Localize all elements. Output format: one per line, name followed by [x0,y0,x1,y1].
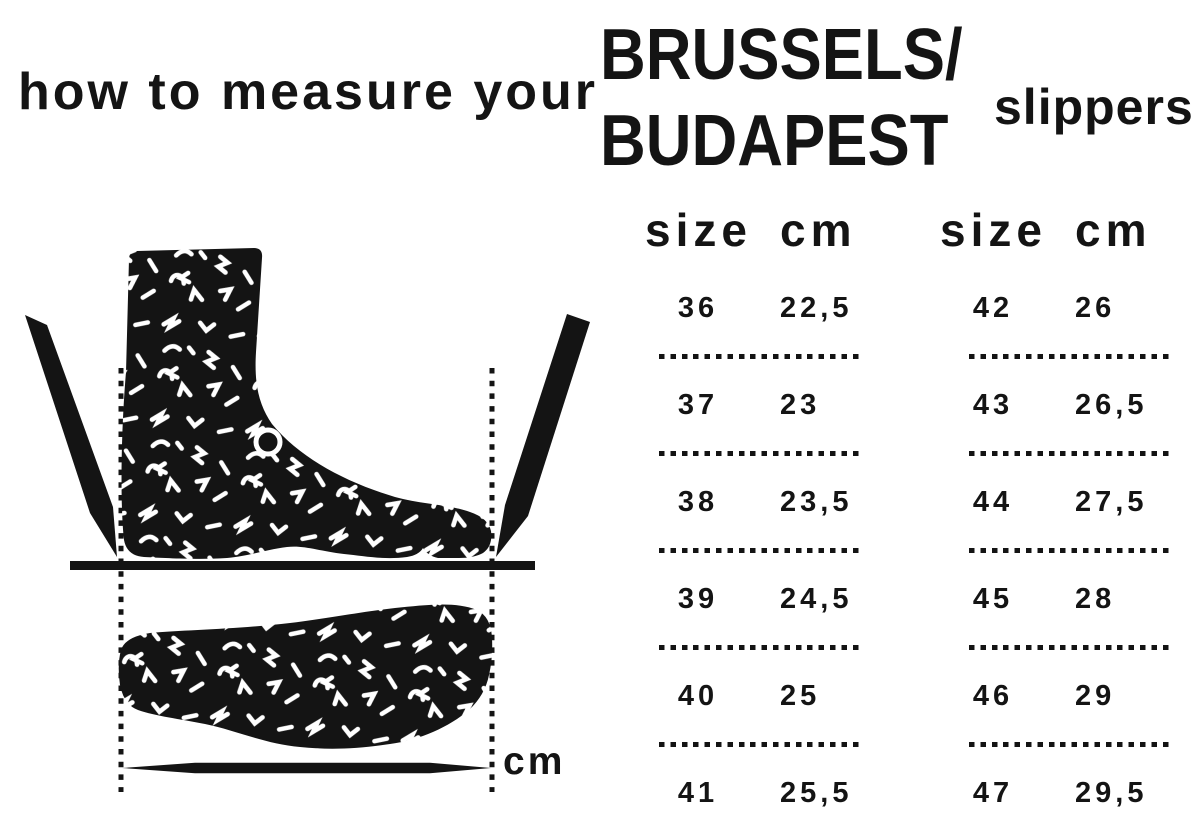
foot-measurement-illustration [25,248,590,792]
size-value: 43 [972,389,1014,421]
table-row: 39 24,5 [645,551,875,650]
cm-value: 23 [780,389,821,421]
size-table-42-47: size cm 42 26 43 26,5 44 27,5 45 28 46 2… [940,200,1170,825]
row-separator [659,548,859,553]
size-value: 38 [677,486,719,518]
size-value: 36 [677,292,719,324]
table-row: 42 26 [940,260,1170,359]
cm-value: 26,5 [1075,389,1148,421]
foot-pattern-circle [253,427,283,457]
table-row: 40 25 [645,648,875,747]
row-separator [659,645,859,650]
product-type-label: slippers [994,79,1194,135]
length-arrow [122,762,491,774]
cm-value: 22,5 [780,292,853,324]
product-title-line2: BUDAPEST [600,101,949,181]
row-separator [969,354,1169,359]
table-row: 38 23,5 [645,454,875,553]
size-column-header: size [645,204,752,256]
cm-value: 29 [1075,680,1116,712]
foot-sole-view [118,604,493,749]
cm-column-header: cm [780,204,857,256]
row-separator [659,451,859,456]
row-separator [969,742,1169,747]
table-row: 41 25,5 [645,745,875,825]
heading-measure: how to measure your [18,63,598,121]
row-separator [969,548,1169,553]
table-row: 43 26,5 [940,357,1170,456]
foot-side-view [121,248,492,559]
row-separator [969,645,1169,650]
row-separator [659,354,859,359]
size-value: 40 [677,680,719,712]
size-value: 42 [972,292,1014,324]
pencil-right [496,314,590,557]
size-value: 44 [972,486,1014,518]
size-value: 41 [677,777,719,809]
cm-value: 28 [1075,583,1116,615]
size-value: 39 [677,583,719,615]
table-row: 45 28 [940,551,1170,650]
cm-value: 26 [1075,292,1116,324]
table-row: 36 22,5 [645,260,875,359]
cm-value: 25,5 [780,777,853,809]
cm-unit-label: cm [503,740,566,783]
table-header: size cm [940,200,1170,260]
cm-value: 27,5 [1075,486,1148,518]
size-value: 37 [677,389,719,421]
size-column-header: size [940,204,1047,256]
table-row: 44 27,5 [940,454,1170,553]
cm-value: 23,5 [780,486,853,518]
table-row: 37 23 [645,357,875,456]
size-value: 46 [972,680,1014,712]
pencil-left [25,315,117,557]
cm-value: 25 [780,680,821,712]
table-header: size cm [645,200,875,260]
row-separator [969,451,1169,456]
size-table-36-41: size cm 36 22,5 37 23 38 23,5 39 24,5 40… [645,200,875,825]
table-row: 47 29,5 [940,745,1170,825]
floor-line [70,561,535,570]
cm-value: 29,5 [1075,777,1148,809]
size-value: 47 [972,777,1014,809]
row-separator [659,742,859,747]
size-value: 45 [972,583,1014,615]
product-title: BRUSSELS/ BUDAPEST [600,12,1012,184]
product-title-line1: BRUSSELS/ [600,15,963,95]
cm-value: 24,5 [780,583,853,615]
table-row: 46 29 [940,648,1170,747]
cm-column-header: cm [1075,204,1152,256]
